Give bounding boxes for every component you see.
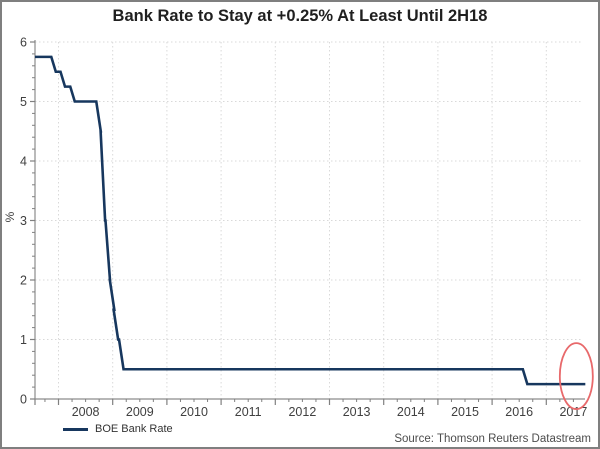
x-tick-label: 2012 — [288, 405, 316, 419]
legend-line-swatch — [63, 427, 88, 431]
y-tick-label: 4 — [20, 155, 27, 169]
chart-title: Bank Rate to Stay at +0.25% At Least Unt… — [112, 7, 488, 25]
legend: BOE Bank Rate — [63, 423, 173, 435]
y-tick-label: 6 — [20, 36, 27, 50]
y-tick-label: 5 — [20, 95, 27, 109]
x-tick-label: 2016 — [505, 405, 533, 419]
x-tick-label: 2010 — [180, 405, 208, 419]
legend-label: BOE Bank Rate — [95, 423, 173, 435]
x-tick-label: 2011 — [235, 405, 262, 419]
y-tick-label: 1 — [20, 333, 27, 347]
x-tick-label: 2009 — [126, 405, 154, 419]
y-tick-label: 3 — [20, 214, 27, 228]
source-text: Source: Thomson Reuters Datastream — [394, 433, 591, 445]
y-tick-label: 0 — [20, 393, 27, 407]
annotation-ellipse — [558, 342, 594, 411]
x-tick-label: 2013 — [343, 405, 371, 419]
x-tick-label: 2008 — [72, 405, 100, 419]
x-tick-label: 2015 — [451, 405, 479, 419]
y-tick-label: 2 — [20, 274, 27, 288]
series-line-boe-bank-rate — [35, 55, 586, 386]
x-tick-label: 2014 — [397, 405, 425, 419]
